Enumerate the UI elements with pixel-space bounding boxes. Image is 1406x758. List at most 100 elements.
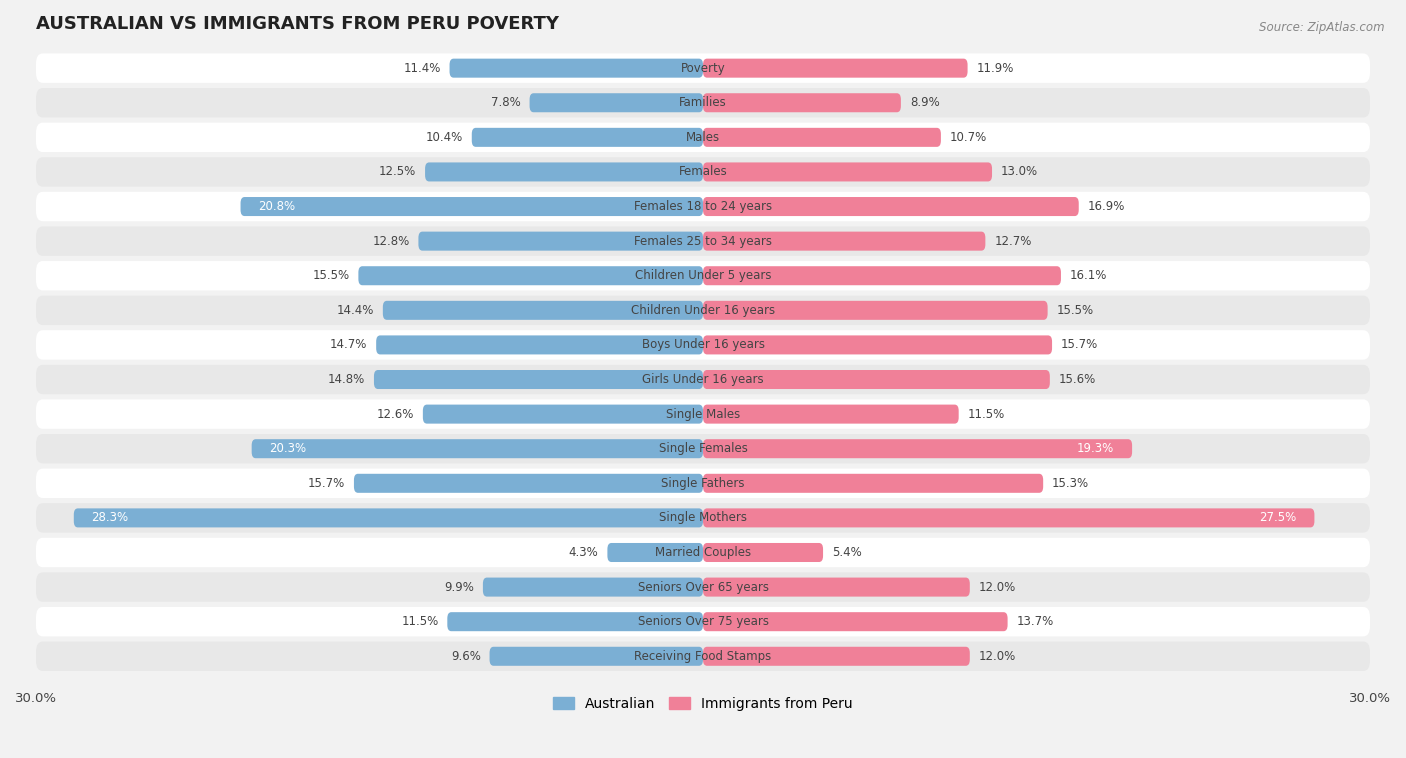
Text: Males: Males bbox=[686, 131, 720, 144]
FancyBboxPatch shape bbox=[703, 543, 823, 562]
FancyBboxPatch shape bbox=[37, 399, 1369, 429]
Text: Single Fathers: Single Fathers bbox=[661, 477, 745, 490]
Text: Families: Families bbox=[679, 96, 727, 109]
Text: 7.8%: 7.8% bbox=[491, 96, 520, 109]
FancyBboxPatch shape bbox=[354, 474, 703, 493]
Text: AUSTRALIAN VS IMMIGRANTS FROM PERU POVERTY: AUSTRALIAN VS IMMIGRANTS FROM PERU POVER… bbox=[37, 15, 560, 33]
FancyBboxPatch shape bbox=[382, 301, 703, 320]
Text: 16.9%: 16.9% bbox=[1088, 200, 1125, 213]
Text: 16.1%: 16.1% bbox=[1070, 269, 1108, 282]
FancyBboxPatch shape bbox=[703, 301, 1047, 320]
FancyBboxPatch shape bbox=[37, 261, 1369, 290]
FancyBboxPatch shape bbox=[37, 537, 1369, 567]
Text: 12.5%: 12.5% bbox=[380, 165, 416, 178]
FancyBboxPatch shape bbox=[530, 93, 703, 112]
FancyBboxPatch shape bbox=[703, 474, 1043, 493]
Text: Boys Under 16 years: Boys Under 16 years bbox=[641, 338, 765, 352]
Text: 12.0%: 12.0% bbox=[979, 581, 1017, 594]
FancyBboxPatch shape bbox=[37, 54, 1369, 83]
FancyBboxPatch shape bbox=[482, 578, 703, 597]
FancyBboxPatch shape bbox=[472, 128, 703, 147]
Text: 15.6%: 15.6% bbox=[1059, 373, 1097, 386]
FancyBboxPatch shape bbox=[240, 197, 703, 216]
Text: Source: ZipAtlas.com: Source: ZipAtlas.com bbox=[1260, 21, 1385, 34]
Text: 15.3%: 15.3% bbox=[1052, 477, 1090, 490]
Text: 27.5%: 27.5% bbox=[1260, 512, 1296, 525]
Text: 19.3%: 19.3% bbox=[1077, 442, 1115, 456]
Text: 15.7%: 15.7% bbox=[308, 477, 344, 490]
Text: 15.7%: 15.7% bbox=[1062, 338, 1098, 352]
Text: Children Under 16 years: Children Under 16 years bbox=[631, 304, 775, 317]
FancyBboxPatch shape bbox=[359, 266, 703, 285]
FancyBboxPatch shape bbox=[37, 157, 1369, 186]
FancyBboxPatch shape bbox=[703, 266, 1062, 285]
Text: 15.5%: 15.5% bbox=[312, 269, 350, 282]
Text: 14.7%: 14.7% bbox=[330, 338, 367, 352]
FancyBboxPatch shape bbox=[252, 439, 703, 459]
FancyBboxPatch shape bbox=[703, 197, 1078, 216]
FancyBboxPatch shape bbox=[73, 509, 703, 528]
FancyBboxPatch shape bbox=[703, 58, 967, 77]
FancyBboxPatch shape bbox=[37, 123, 1369, 152]
FancyBboxPatch shape bbox=[703, 509, 1315, 528]
FancyBboxPatch shape bbox=[37, 88, 1369, 117]
FancyBboxPatch shape bbox=[37, 503, 1369, 533]
Text: 11.5%: 11.5% bbox=[967, 408, 1005, 421]
FancyBboxPatch shape bbox=[374, 370, 703, 389]
FancyBboxPatch shape bbox=[37, 330, 1369, 359]
FancyBboxPatch shape bbox=[703, 370, 1050, 389]
Text: 28.3%: 28.3% bbox=[91, 512, 129, 525]
FancyBboxPatch shape bbox=[703, 405, 959, 424]
FancyBboxPatch shape bbox=[377, 335, 703, 355]
Text: Single Males: Single Males bbox=[666, 408, 740, 421]
Text: Seniors Over 65 years: Seniors Over 65 years bbox=[637, 581, 769, 594]
FancyBboxPatch shape bbox=[703, 578, 970, 597]
Text: 20.3%: 20.3% bbox=[270, 442, 307, 456]
FancyBboxPatch shape bbox=[703, 335, 1052, 355]
Text: Single Females: Single Females bbox=[658, 442, 748, 456]
FancyBboxPatch shape bbox=[489, 647, 703, 666]
Text: 12.8%: 12.8% bbox=[373, 235, 409, 248]
FancyBboxPatch shape bbox=[703, 439, 1132, 459]
Text: 15.5%: 15.5% bbox=[1056, 304, 1094, 317]
FancyBboxPatch shape bbox=[37, 468, 1369, 498]
Text: 9.9%: 9.9% bbox=[444, 581, 474, 594]
FancyBboxPatch shape bbox=[37, 192, 1369, 221]
Text: Single Mothers: Single Mothers bbox=[659, 512, 747, 525]
Legend: Australian, Immigrants from Peru: Australian, Immigrants from Peru bbox=[547, 691, 859, 716]
Text: 10.4%: 10.4% bbox=[426, 131, 463, 144]
FancyBboxPatch shape bbox=[703, 128, 941, 147]
Text: 20.8%: 20.8% bbox=[259, 200, 295, 213]
Text: Females 25 to 34 years: Females 25 to 34 years bbox=[634, 235, 772, 248]
Text: 8.9%: 8.9% bbox=[910, 96, 939, 109]
FancyBboxPatch shape bbox=[37, 296, 1369, 325]
Text: 11.9%: 11.9% bbox=[977, 61, 1014, 74]
FancyBboxPatch shape bbox=[37, 365, 1369, 394]
Text: 11.4%: 11.4% bbox=[404, 61, 440, 74]
FancyBboxPatch shape bbox=[37, 607, 1369, 637]
Text: 5.4%: 5.4% bbox=[832, 546, 862, 559]
Text: 13.0%: 13.0% bbox=[1001, 165, 1038, 178]
Text: 9.6%: 9.6% bbox=[451, 650, 481, 662]
Text: 14.8%: 14.8% bbox=[328, 373, 366, 386]
Text: 10.7%: 10.7% bbox=[950, 131, 987, 144]
Text: 12.0%: 12.0% bbox=[979, 650, 1017, 662]
Text: Seniors Over 75 years: Seniors Over 75 years bbox=[637, 615, 769, 628]
Text: 12.6%: 12.6% bbox=[377, 408, 413, 421]
FancyBboxPatch shape bbox=[703, 647, 970, 666]
Text: Girls Under 16 years: Girls Under 16 years bbox=[643, 373, 763, 386]
FancyBboxPatch shape bbox=[703, 93, 901, 112]
FancyBboxPatch shape bbox=[423, 405, 703, 424]
Text: Married Couples: Married Couples bbox=[655, 546, 751, 559]
FancyBboxPatch shape bbox=[425, 162, 703, 181]
FancyBboxPatch shape bbox=[703, 612, 1008, 631]
Text: Females: Females bbox=[679, 165, 727, 178]
Text: 14.4%: 14.4% bbox=[336, 304, 374, 317]
Text: Children Under 5 years: Children Under 5 years bbox=[634, 269, 772, 282]
Text: Poverty: Poverty bbox=[681, 61, 725, 74]
FancyBboxPatch shape bbox=[447, 612, 703, 631]
Text: 4.3%: 4.3% bbox=[569, 546, 599, 559]
Text: 13.7%: 13.7% bbox=[1017, 615, 1053, 628]
FancyBboxPatch shape bbox=[607, 543, 703, 562]
Text: Receiving Food Stamps: Receiving Food Stamps bbox=[634, 650, 772, 662]
